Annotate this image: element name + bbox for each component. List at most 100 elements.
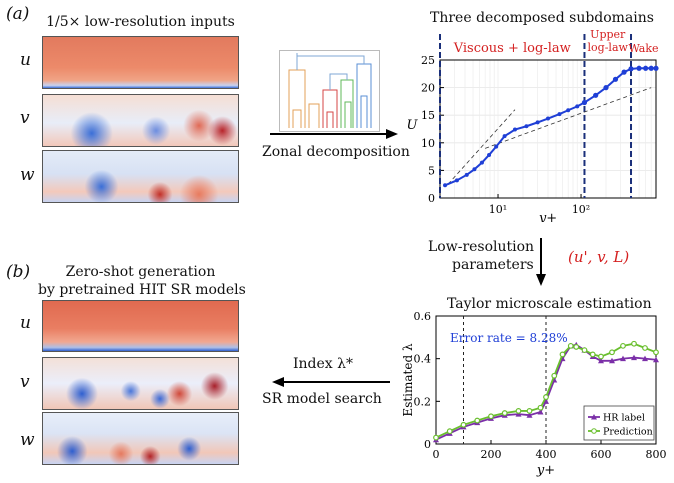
zone-label-1-1: log-law — [588, 41, 629, 54]
prediction-point — [460, 421, 467, 428]
prediction-point — [642, 345, 648, 351]
prediction-point — [446, 428, 453, 435]
chart2-title: Taylor microscale estimation — [447, 296, 652, 312]
series-U-point — [648, 65, 654, 71]
legend-label-0: HR label — [603, 413, 645, 424]
series-U-point — [546, 116, 550, 121]
arrow-zonal — [270, 129, 398, 139]
series-U-point — [502, 134, 507, 139]
dendro-cluster-1b — [292, 103, 320, 128]
zone-label-2-0: Wake — [628, 42, 658, 55]
hr-label-point — [609, 357, 615, 364]
var-w-label: w — [20, 165, 35, 185]
ytick2-label-0.4: 0.4 — [414, 353, 432, 366]
xtick2-label-800: 800 — [646, 448, 667, 461]
chart-velocity: 0 5 10 15 20 25 10¹ 10² y+ U Viscous + log-law Uppe… — [407, 30, 659, 222]
hr-label-point — [598, 357, 604, 364]
series-U-point — [472, 167, 477, 172]
inputs-title: 1/5× low-resolution inputs — [46, 14, 235, 30]
ytick2-label-0: 0 — [424, 438, 431, 451]
xtick-label-10: 10¹ — [489, 203, 507, 216]
prediction-point — [537, 404, 544, 411]
series-U-point — [593, 92, 599, 98]
guide-log-law — [485, 87, 652, 149]
hr-label-point — [526, 412, 533, 418]
prediction-point — [501, 410, 508, 416]
hr-label-point — [653, 356, 659, 363]
series-U-point — [603, 85, 609, 91]
ytick-label-20: 20 — [421, 82, 435, 95]
zone-label-1-0: Upper — [590, 30, 626, 41]
prediction-point — [488, 413, 494, 420]
chart-taylor: 0 0.2 0.4 0.6 0 200 400 600 800 y+ Estimated λ Erro… — [401, 310, 667, 478]
xtick2-label-400: 400 — [536, 448, 557, 461]
series-U-line — [444, 67, 656, 187]
prediction-point — [567, 342, 574, 349]
panel-b-label: (b) — [6, 262, 31, 282]
prediction-point — [474, 417, 481, 424]
series-U-point — [575, 104, 580, 109]
lowres-param-line2: parameters — [452, 257, 534, 273]
series-U-point — [494, 144, 499, 149]
prediction-point — [598, 353, 604, 360]
hr-label-point — [537, 409, 544, 415]
w-field-sr — [42, 412, 239, 465]
arrow-left — [272, 377, 390, 387]
series-U-point — [479, 160, 484, 165]
zone-label-0-0: Viscous + log-law — [453, 41, 571, 56]
index-caption: Index λ* — [293, 356, 354, 372]
chart2-ylabel: Estimated λ — [401, 343, 415, 417]
hr-label-point — [515, 411, 522, 417]
v-field-sr — [42, 357, 239, 410]
chart1-title: Three decomposed subdomains — [430, 10, 654, 26]
series-U-point — [612, 76, 619, 82]
ytick-label-10: 10 — [421, 137, 435, 150]
series-U-point — [621, 69, 627, 75]
error-rate-annotation: Error rate = 8.28% — [450, 331, 568, 345]
series-U-point — [643, 65, 649, 71]
prediction-point — [653, 349, 659, 356]
param-math: (u', v, L) — [568, 248, 630, 266]
prediction-point — [589, 351, 596, 358]
xtick2-label-200: 200 — [481, 448, 502, 461]
series-0-line — [435, 343, 657, 441]
xtick-label-100: 10² — [572, 203, 590, 216]
sr-search-caption: SR model search — [262, 391, 382, 407]
series-U-point — [487, 152, 492, 157]
series-U-point — [443, 183, 448, 188]
zonal-caption: Zonal decomposition — [262, 144, 410, 160]
ytick-label-5: 5 — [428, 164, 435, 177]
ytick-label-15: 15 — [421, 109, 435, 122]
b-title-line2: by pretrained HIT SR models — [38, 282, 246, 298]
series-U-point — [512, 127, 517, 132]
series-U-point — [535, 120, 540, 125]
prediction-point — [515, 408, 522, 414]
series-U-point — [524, 124, 529, 129]
prediction-point — [433, 434, 439, 441]
var-v-label: v — [20, 108, 30, 128]
xtick2-label-600: 600 — [591, 448, 612, 461]
var-u-label: u — [20, 50, 31, 70]
prediction-point — [609, 349, 615, 356]
hr-label-point — [620, 355, 626, 362]
hr-label-point — [631, 354, 637, 361]
series-U-point — [628, 66, 634, 72]
b-title-line1: Zero-shot generation — [65, 264, 216, 280]
var-w-label-b: w — [20, 430, 35, 450]
dendro-root — [296, 53, 365, 90]
u-field-lowres — [42, 36, 239, 89]
series-U-point — [557, 112, 562, 117]
xtick2-label-0: 0 — [433, 448, 440, 461]
prediction-point — [573, 344, 580, 350]
var-v-label-b: v — [20, 372, 30, 392]
ytick-label-0: 0 — [428, 192, 435, 205]
prediction-point — [581, 347, 588, 354]
legend-marker-pred — [591, 428, 597, 434]
series-U-point — [464, 172, 469, 177]
ytick-label-25: 25 — [421, 54, 435, 67]
u-field-sr — [42, 300, 239, 352]
lowres-param-line1: Low-resolution — [428, 239, 535, 255]
v-field-lowres — [42, 94, 239, 147]
hr-label-point — [642, 355, 648, 362]
series-U-point — [454, 178, 459, 183]
